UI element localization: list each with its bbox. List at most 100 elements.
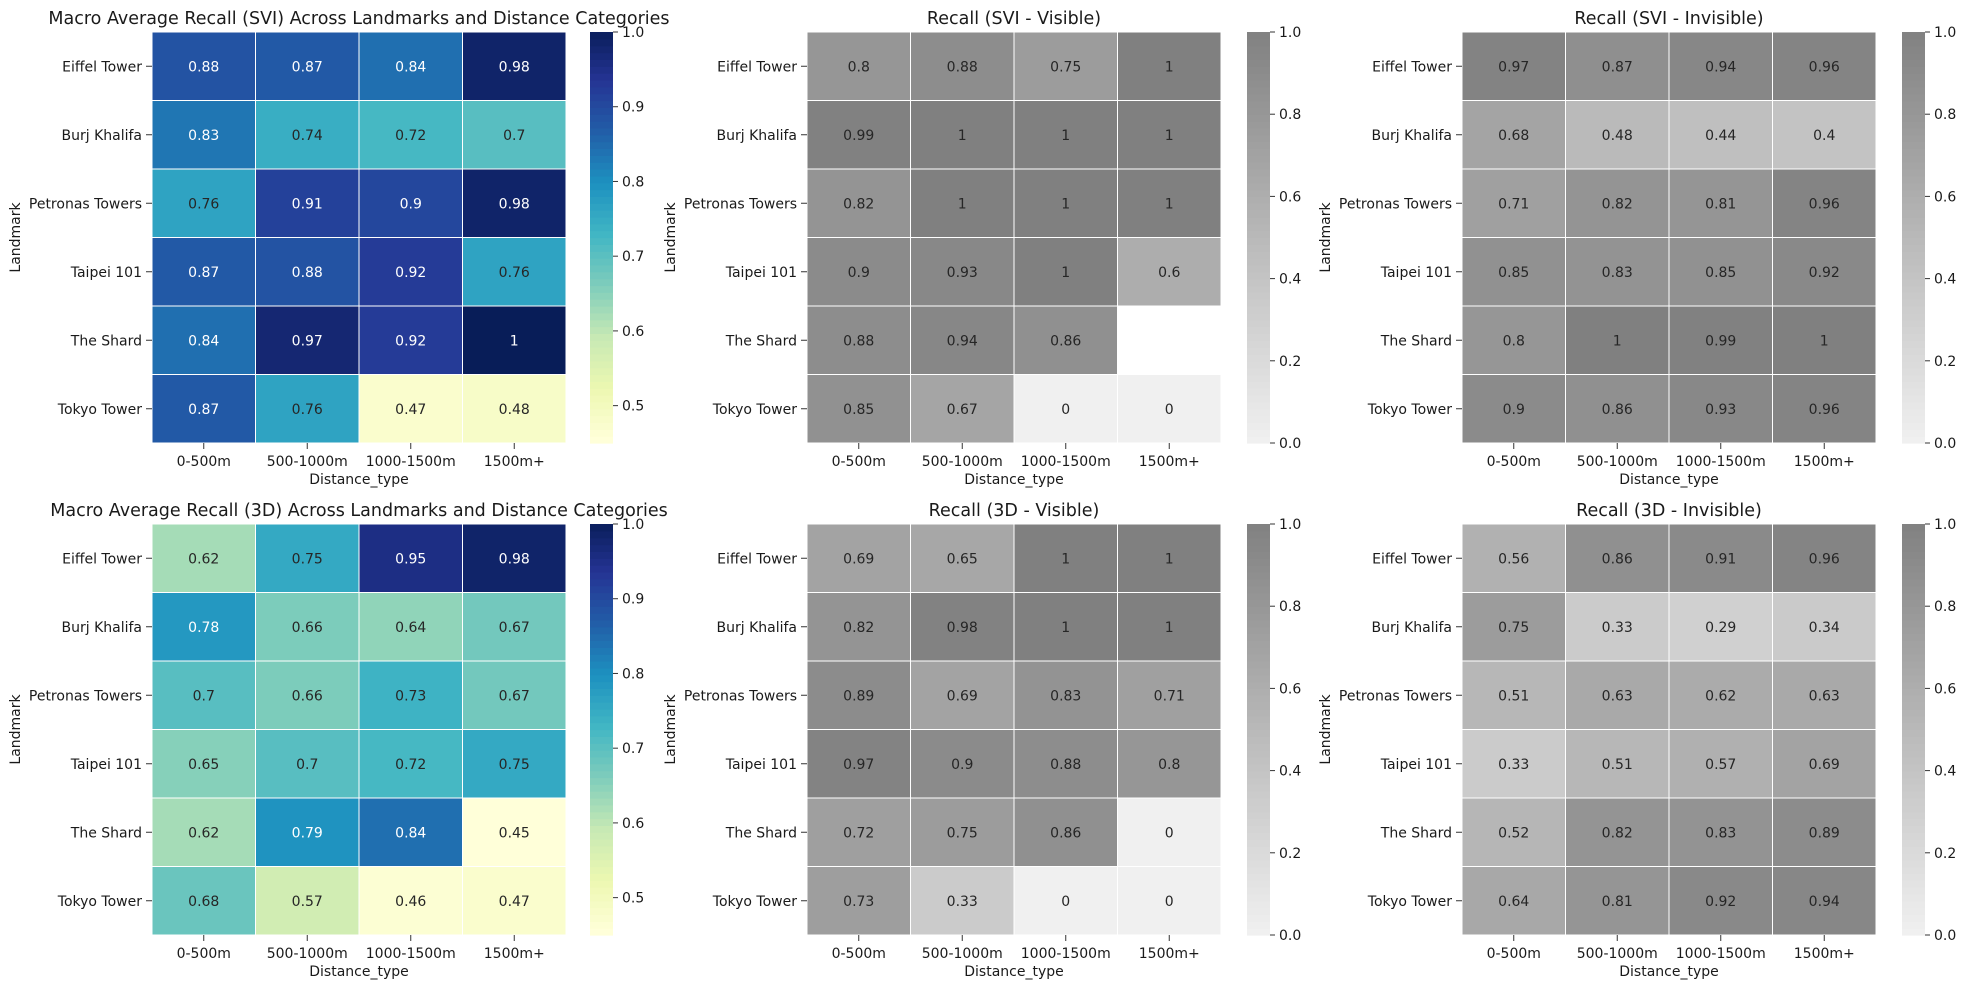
heatmap-cell	[1772, 374, 1877, 444]
colorbar-segment	[590, 777, 613, 785]
colorbar-segment	[590, 667, 613, 676]
heatmap-cell	[1117, 523, 1222, 593]
heatmap-cell	[1117, 374, 1222, 444]
colorbar-segment	[590, 695, 613, 703]
colorbar-segment	[1247, 695, 1270, 703]
x-tick-label: 1000-1500m	[366, 454, 456, 470]
cell-value-label: 0.95	[395, 551, 426, 567]
colorbar-segment	[590, 230, 613, 239]
heatmap-cell	[358, 729, 463, 799]
colorbar-segment	[1247, 66, 1270, 74]
y-tick-label: Petronas Towers	[684, 196, 797, 212]
colorbar-segment	[1902, 381, 1925, 389]
cell-value-label: 1	[958, 196, 967, 212]
cell-value-label: 0.82	[1602, 825, 1633, 841]
heatmap-cell	[1772, 31, 1877, 101]
colorbar-tick-label: 0.8	[1279, 599, 1301, 615]
heatmap-cell	[1772, 660, 1877, 730]
x-tick-label: 1000-1500m	[366, 946, 456, 962]
colorbar-segment	[1247, 244, 1270, 252]
colorbar-segment	[1902, 702, 1925, 710]
colorbar-segment	[590, 223, 613, 232]
heatmap-cell	[462, 797, 567, 867]
chart-title: Macro Average Recall (SVI) Across Landma…	[48, 9, 669, 29]
heatmap-cell	[806, 592, 911, 662]
colorbar-segment	[590, 619, 613, 628]
cell-value-label: 0.45	[499, 825, 530, 841]
colorbar-segment	[590, 52, 613, 60]
colorbar-segment	[1247, 551, 1270, 559]
colorbar-segment	[1902, 845, 1925, 854]
y-tick-label: Tokyo Tower	[1367, 402, 1452, 418]
y-tick-label: Taipei 101	[70, 265, 142, 281]
heatmap-cell	[1668, 168, 1773, 238]
colorbar-segment	[1247, 613, 1270, 621]
colorbar-segment	[1247, 681, 1270, 689]
colorbar-segment	[1247, 100, 1270, 108]
colorbar-segment	[1902, 121, 1925, 129]
cell-value-label: 0.7	[193, 688, 215, 704]
cell-value-label: 0.96	[1809, 59, 1840, 75]
x-tick-label: 0-500m	[832, 946, 886, 962]
cell-value-label: 0.83	[1705, 825, 1736, 841]
cell-value-label: 0.83	[1050, 688, 1081, 704]
colorbar-segment	[1902, 244, 1925, 252]
colorbar-segment	[590, 640, 613, 648]
heatmap-cell	[1117, 866, 1222, 936]
colorbar-segment	[590, 312, 613, 321]
colorbar-segment	[1247, 811, 1270, 820]
colorbar-tick-label: 0.8	[622, 666, 644, 682]
colorbar-segment	[590, 852, 613, 861]
cell-value-label: 0.29	[1705, 620, 1736, 636]
colorbar-segment	[1247, 203, 1270, 211]
cell-value-label: 0.33	[947, 894, 978, 910]
colorbar-segment	[1902, 695, 1925, 703]
colorbar-segment	[1902, 299, 1925, 307]
x-axis-label: Distance_type	[309, 964, 409, 980]
colorbar-segment	[1902, 408, 1925, 417]
cell-value-label: 0.52	[1498, 825, 1529, 841]
colorbar-segment	[1247, 271, 1270, 280]
colorbar-segment	[1247, 592, 1270, 600]
colorbar-segment	[590, 544, 613, 552]
cell-value-label: 0.93	[947, 265, 978, 281]
colorbar-segment	[590, 798, 613, 806]
colorbar-segment	[590, 292, 613, 300]
cell-value-label: 0.72	[843, 825, 874, 841]
cell-value-label: 0.68	[188, 894, 219, 910]
colorbar-segment	[1247, 640, 1270, 648]
colorbar-segment	[1902, 326, 1925, 334]
colorbar-segment	[1247, 578, 1270, 587]
heatmap-panel-3: Recall (SVI - Invisible) 0.97 0.87 0.94 0.96…	[1318, 9, 1956, 488]
heatmap-cell	[358, 305, 463, 375]
cell-value-label: 0.94	[947, 333, 978, 349]
heatmap-cell	[1565, 866, 1670, 936]
colorbar-segment	[1902, 52, 1925, 60]
colorbar-segment	[1902, 292, 1925, 300]
x-axis-label: Distance_type	[964, 964, 1064, 980]
colorbar-segment	[1902, 750, 1925, 758]
heatmap-cell	[358, 31, 463, 101]
colorbar-tick-label: 0.9	[622, 100, 644, 116]
colorbar-segment	[1902, 565, 1925, 573]
cell-value-label: 0.85	[1498, 265, 1529, 281]
colorbar-segment	[1247, 791, 1270, 799]
heatmap-cell	[358, 374, 463, 444]
colorbar-segment	[1247, 148, 1270, 156]
cell-value-label: 0.97	[1498, 59, 1529, 75]
x-tick-label: 0-500m	[1487, 946, 1541, 962]
colorbar-segment	[1247, 537, 1270, 546]
cell-value-label: 0.69	[1809, 757, 1840, 773]
colorbar-segment	[590, 162, 613, 170]
heatmap-cell	[462, 237, 567, 307]
cell-value-label: 0.76	[188, 196, 219, 212]
colorbar-segment	[1902, 148, 1925, 156]
y-tick-label: Burj Khalifa	[62, 128, 143, 144]
colorbar-segment	[590, 845, 613, 854]
colorbar-segment	[1902, 866, 1925, 874]
colorbar-segment	[1902, 59, 1925, 67]
y-tick-label: The Shard	[70, 333, 142, 349]
colorbar-segment	[1247, 395, 1270, 403]
colorbar-segment	[1247, 585, 1270, 594]
